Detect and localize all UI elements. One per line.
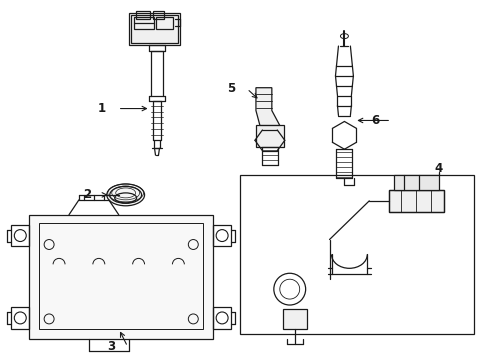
Ellipse shape — [106, 184, 144, 206]
Text: 5: 5 — [226, 82, 235, 95]
Bar — [240, 175, 473, 334]
Text: 1: 1 — [98, 102, 105, 115]
Bar — [135, 11, 149, 19]
Bar — [155, 17, 173, 29]
Bar — [133, 17, 153, 29]
Bar — [39, 223, 203, 329]
Polygon shape — [255, 88, 279, 125]
Bar — [11, 225, 29, 247]
Bar — [213, 225, 231, 247]
Bar — [130, 15, 178, 43]
Text: 6: 6 — [370, 114, 379, 127]
Bar — [128, 13, 180, 45]
Text: 2: 2 — [82, 188, 91, 201]
Bar — [388, 190, 443, 212]
Bar — [213, 307, 231, 329]
Bar — [11, 307, 29, 329]
Text: 3: 3 — [107, 340, 116, 353]
Bar — [255, 125, 283, 147]
Bar — [393, 175, 438, 190]
Text: 4: 4 — [434, 162, 442, 175]
Bar — [29, 215, 213, 339]
Bar — [152, 11, 164, 19]
Bar — [282, 309, 306, 329]
Bar — [388, 190, 443, 212]
